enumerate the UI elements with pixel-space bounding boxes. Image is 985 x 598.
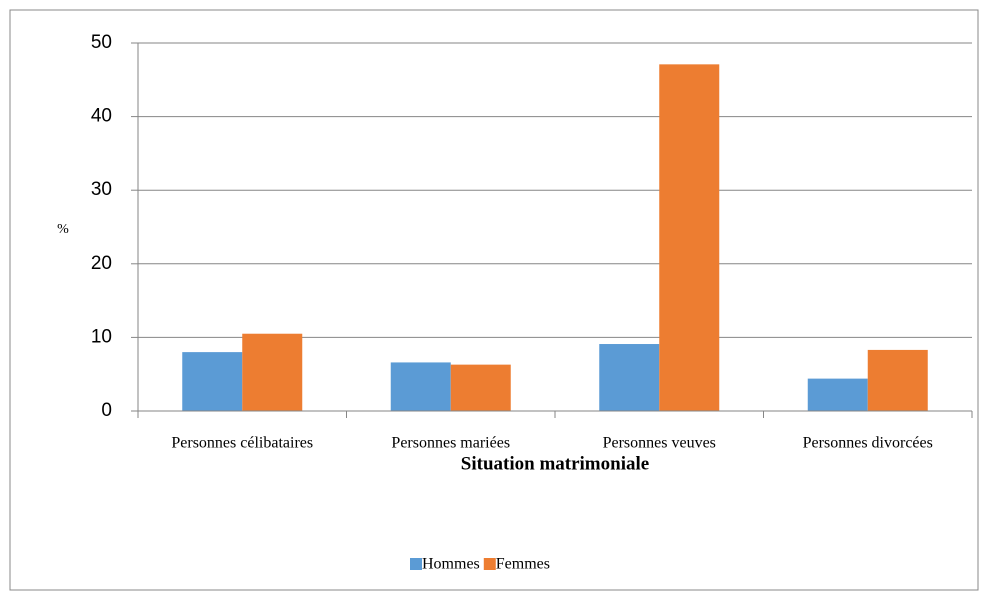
bar <box>659 64 720 412</box>
x-tick-label: Personnes mariées <box>391 435 510 452</box>
legend-label: Femmes <box>496 556 550 573</box>
y-axis-label: % <box>57 222 69 237</box>
y-tick-label: 50 <box>91 32 112 53</box>
y-tick-label: 20 <box>91 253 112 274</box>
x-tick-label: Personnes divorcées <box>803 435 933 452</box>
y-tick-label: 0 <box>101 400 112 421</box>
chart-border <box>9 9 979 591</box>
bar <box>599 344 660 411</box>
x-tick-label: Personnes célibataires <box>171 435 313 452</box>
x-axis-label: Situation matrimoniale <box>461 453 649 474</box>
bar <box>807 378 868 411</box>
bar <box>450 364 511 411</box>
bar <box>390 362 451 411</box>
y-tick-label: 10 <box>91 326 112 347</box>
legend-swatch <box>410 558 422 570</box>
bar <box>242 333 303 411</box>
x-tick-label: Personnes veuves <box>603 435 716 452</box>
bar <box>182 352 243 411</box>
y-tick-label: 30 <box>91 179 112 200</box>
legend-label: Hommes <box>422 556 480 573</box>
bar <box>867 349 928 411</box>
y-tick-label: 40 <box>91 106 112 127</box>
legend-swatch <box>483 558 496 570</box>
